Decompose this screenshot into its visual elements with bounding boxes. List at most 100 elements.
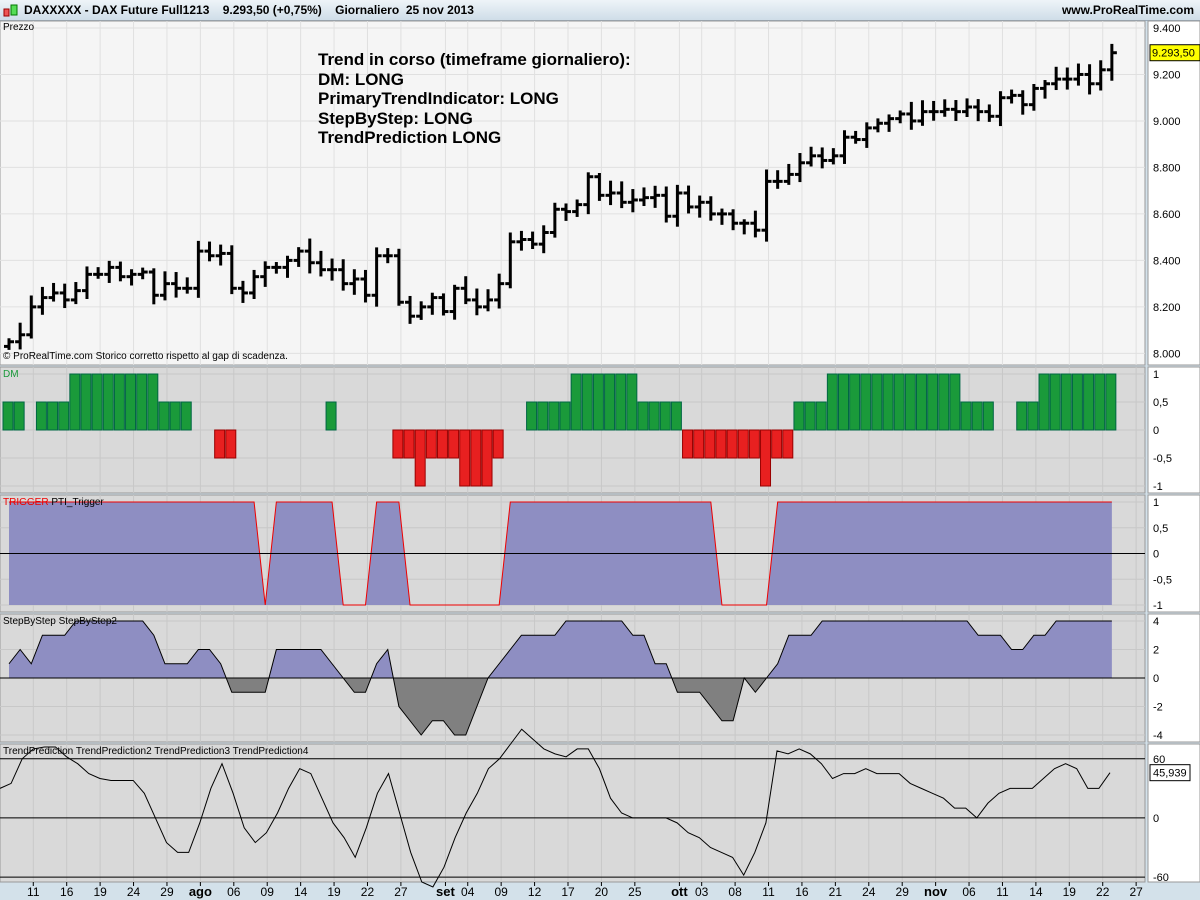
dm-bar xyxy=(225,429,237,459)
ohlc-bar xyxy=(315,250,326,277)
x-tick-label: 11 xyxy=(27,885,40,899)
x-tick-label: 24 xyxy=(862,885,876,899)
ohlc-bar xyxy=(59,283,70,309)
dm-bar xyxy=(459,429,471,487)
dm-bar xyxy=(1016,401,1028,431)
ohlc-bar xyxy=(1084,64,1095,95)
y-tick-label: -0,5 xyxy=(1153,574,1172,586)
ohlc-bar xyxy=(237,280,248,303)
x-tick-label: 09 xyxy=(494,885,508,899)
ohlc-bar xyxy=(460,276,471,305)
ohlc-bar xyxy=(26,295,37,339)
ohlc-bar xyxy=(806,146,817,167)
pti-label: TRIGGER PTI_Trigger xyxy=(3,497,104,508)
trend-annotation: Trend in corso (timeframe giornaliero): … xyxy=(318,50,631,148)
dm-bar xyxy=(904,373,916,431)
ohlc-bar xyxy=(794,153,805,183)
dm-bar xyxy=(1027,401,1039,431)
dm-bar xyxy=(815,401,827,431)
ohlc-bar xyxy=(939,99,950,117)
dm-bar xyxy=(960,401,972,431)
ohlc-bar xyxy=(694,195,705,218)
dm-bar xyxy=(704,429,716,459)
x-tick-label: 29 xyxy=(896,885,910,899)
x-tick-label: 20 xyxy=(595,885,609,899)
dm-bar xyxy=(615,373,627,431)
dm-bar xyxy=(136,373,148,431)
ohlc-bar xyxy=(126,269,137,286)
y-tick-label: 4 xyxy=(1153,616,1159,628)
trendprediction-label: TrendPrediction TrendPrediction2 TrendPr… xyxy=(3,746,308,757)
y-tick-label: 0 xyxy=(1153,425,1159,437)
ohlc-bar xyxy=(171,272,182,298)
dm-bar xyxy=(971,401,983,431)
x-tick-label: 16 xyxy=(60,885,74,899)
dm-bar xyxy=(682,429,694,459)
ohlc-bar xyxy=(371,247,382,307)
x-tick-label: 27 xyxy=(1129,885,1143,899)
dm-bar xyxy=(826,373,838,431)
ohlc-bar xyxy=(37,286,48,315)
dm-bar xyxy=(626,373,638,431)
y-tick-label: 2 xyxy=(1153,645,1159,657)
x-tick-label: 21 xyxy=(829,885,843,899)
ohlc-bar xyxy=(761,169,772,242)
last-value-label: 45,939 xyxy=(1153,768,1187,780)
ohlc-bar xyxy=(516,230,527,251)
y-tick-label: 8.200 xyxy=(1153,302,1181,314)
ohlc-bar xyxy=(483,289,494,312)
trigger-label: TRIGGER xyxy=(3,497,49,508)
dm-bar xyxy=(882,373,894,431)
ohlc-bar xyxy=(159,271,170,301)
ohlc-bar xyxy=(828,148,839,165)
dm-bar xyxy=(982,401,994,431)
dm-bar xyxy=(470,429,482,487)
dm-bar xyxy=(637,401,649,431)
ohlc-bar xyxy=(304,238,315,274)
ohlc-bar xyxy=(226,245,237,295)
dm-bar xyxy=(537,401,549,431)
ohlc-bar xyxy=(438,293,449,316)
y-axis xyxy=(1147,20,1200,366)
dm-bar xyxy=(102,373,114,431)
ohlc-bar xyxy=(293,247,304,267)
ohlc-bar xyxy=(884,114,895,132)
ohlc-bar xyxy=(104,260,115,283)
ohlc-bar xyxy=(182,277,193,294)
dm-bar xyxy=(1049,373,1061,431)
dm-bar xyxy=(58,401,70,431)
y-tick-label: 9.200 xyxy=(1153,69,1181,81)
dm-bar xyxy=(69,373,81,431)
x-tick-label: 22 xyxy=(1096,885,1110,899)
x-tick-label: 11 xyxy=(762,885,775,899)
ohlc-bar xyxy=(81,266,92,299)
dm-bar xyxy=(760,429,772,487)
dm-bar xyxy=(548,401,560,431)
dm-bar xyxy=(492,429,504,459)
ohlc-bar xyxy=(1106,43,1117,81)
dm-bar xyxy=(581,373,593,431)
ohlc-bar xyxy=(661,186,672,223)
sbs-series: StepByStep2 xyxy=(58,616,117,627)
y-tick-label: 9.000 xyxy=(1153,116,1181,128)
ohlc-bar xyxy=(538,225,549,254)
y-tick-label: 0 xyxy=(1153,813,1159,825)
ohlc-bar xyxy=(895,110,906,124)
ohlc-bar xyxy=(549,202,560,238)
dm-bar xyxy=(448,429,460,459)
ohlc-bar xyxy=(817,147,828,169)
dm-bar xyxy=(737,429,749,459)
x-tick-label: 06 xyxy=(227,885,241,899)
site-link[interactable]: www.ProRealTime.com xyxy=(1061,3,1194,17)
dm-bar xyxy=(91,373,103,431)
ohlc-bar xyxy=(605,180,616,206)
ohlc-bar xyxy=(650,185,661,208)
pti-line xyxy=(9,501,1112,606)
dm-bar xyxy=(670,401,682,431)
dm-bar xyxy=(793,401,805,431)
last-value-tag xyxy=(1149,764,1191,782)
ohlc-bar xyxy=(739,219,750,235)
dm-bar xyxy=(125,373,137,431)
ohlc-bar xyxy=(271,262,282,274)
